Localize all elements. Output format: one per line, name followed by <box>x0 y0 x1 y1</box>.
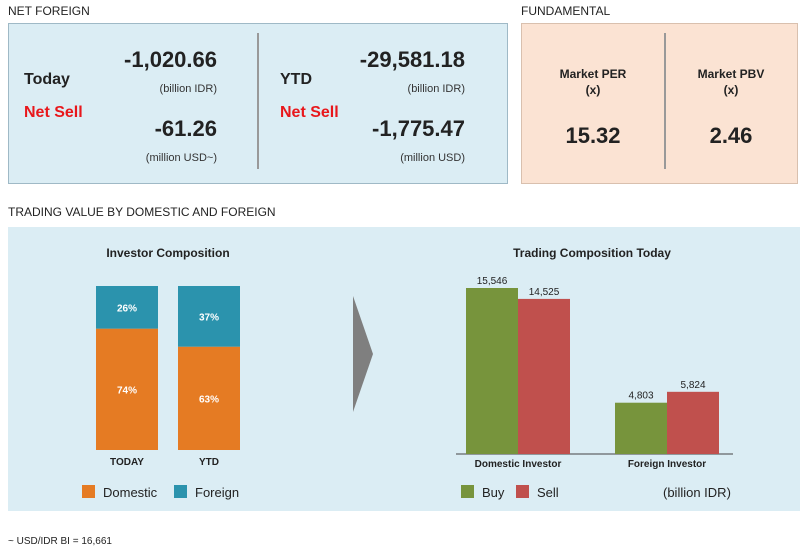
trading-composition-chart: 15,546 14,525 Domestic Investor 4,803 5,824 F… <box>456 276 733 470</box>
fundamental-section-label: FUNDAMENTAL <box>521 4 611 18</box>
legend-label-foreign: Foreign <box>195 485 240 500</box>
today-label: Today <box>24 71 70 88</box>
pbv-value: 2.46 <box>709 123 753 148</box>
legend-swatch-buy <box>461 485 474 498</box>
pbv-title: Market PBV <box>697 67 765 81</box>
net-foreign-divider <box>257 33 259 169</box>
per-title: Market PER <box>559 67 627 81</box>
bar-sell-foreign-investor <box>667 391 719 454</box>
bar-buy-domestic-investor <box>466 288 518 454</box>
bar-value-buy-domestic-investor: 15,546 <box>477 276 508 287</box>
today-status: Net Sell <box>24 104 83 121</box>
pbv-header: Market PBV (x) <box>666 66 796 98</box>
per-sub: (x) <box>585 83 601 97</box>
bar-label-foreign-today: 26% <box>117 303 137 314</box>
bar-label-domestic-today: 74% <box>117 385 137 396</box>
legend-label-sell: Sell <box>537 485 559 500</box>
today-usd-value: -61.26 <box>154 116 217 141</box>
trading-unit-label: (billion IDR) <box>663 485 731 500</box>
bar-foreign-today <box>96 286 158 329</box>
today-idr-value: -1,020.66 <box>124 47 217 72</box>
investor-composition-chart: 74% 26% TODAY 63% 37% YTD <box>96 286 240 468</box>
bar-label-domestic-ytd: 63% <box>199 394 219 405</box>
net-foreign-panel: Today Net Sell -1,020.66 (billion IDR) -… <box>8 23 508 184</box>
today-idr-unit: (billion IDR) <box>159 83 217 95</box>
legend-swatch-foreign <box>174 485 187 498</box>
category-label-ytd: YTD <box>199 457 219 468</box>
trading-section-label: TRADING VALUE BY DOMESTIC AND FOREIGN <box>8 205 276 219</box>
exchange-rate-footnote: ~ USD/IDR BI = 16,661 <box>8 536 112 547</box>
bar-sell-domestic-investor <box>518 298 570 454</box>
bar-buy-foreign-investor <box>615 402 667 454</box>
per-value: 15.32 <box>565 123 621 148</box>
fundamental-panel: Market PER (x) 15.32 Market PBV (x) 2.46 <box>521 23 798 184</box>
category-label-domestic-investor: Domestic Investor <box>475 459 562 470</box>
legend-label-buy: Buy <box>482 485 505 500</box>
bar-domestic-ytd <box>178 346 240 450</box>
per-header: Market PER (x) <box>522 66 664 98</box>
investor-composition-title: Investor Composition <box>106 246 230 260</box>
fundamental-divider <box>664 33 666 169</box>
pbv-sub: (x) <box>723 83 739 97</box>
bar-label-foreign-ytd: 37% <box>199 312 219 323</box>
ytd-idr-value: -29,581.18 <box>359 47 465 72</box>
chevron-right-icon <box>353 296 373 412</box>
ytd-usd-value: -1,775.47 <box>372 116 465 141</box>
legend-label-domestic: Domestic <box>103 485 158 500</box>
legend-swatch-sell <box>516 485 529 498</box>
bar-domestic-today <box>96 328 158 450</box>
category-label-today: TODAY <box>110 457 144 468</box>
legend-swatch-domestic <box>82 485 95 498</box>
category-label-foreign-investor: Foreign Investor <box>628 459 706 470</box>
bar-value-sell-domestic-investor: 14,525 <box>529 287 560 298</box>
bar-value-sell-foreign-investor: 5,824 <box>680 380 705 391</box>
ytd-usd-unit: (million USD) <box>400 152 465 164</box>
bar-value-buy-foreign-investor: 4,803 <box>628 391 653 402</box>
ytd-status: Net Sell <box>280 104 339 121</box>
net-foreign-section-label: NET FOREIGN <box>8 4 90 18</box>
today-usd-unit: (million USD~) <box>145 152 217 164</box>
ytd-label: YTD <box>280 71 312 88</box>
ytd-idr-unit: (billion IDR) <box>407 83 465 95</box>
bar-foreign-ytd <box>178 286 240 347</box>
trading-composition-title: Trading Composition Today <box>513 246 671 260</box>
